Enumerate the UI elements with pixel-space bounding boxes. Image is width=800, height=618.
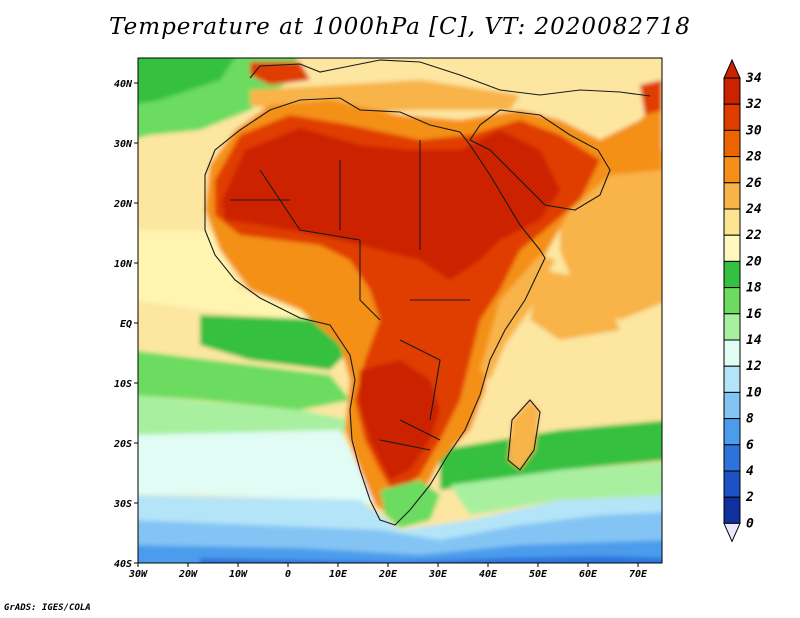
lon-tick-label: 20E <box>378 569 398 580</box>
lon-tick-label: 10W <box>229 569 248 580</box>
lat-tick-label: 10S <box>114 379 132 390</box>
colorbar-label: 14 <box>746 333 762 348</box>
lon-tick-label: 50E <box>529 569 548 580</box>
colorbar-top-arrow <box>723 58 741 79</box>
colorbar-label: 22 <box>745 228 762 243</box>
map-title: Temperature at 1000hPa [C], VT: 20200827… <box>109 14 691 40</box>
colorbar-swatch <box>723 156 741 184</box>
colorbar-label: 34 <box>745 71 762 86</box>
lon-tick-label: 30E <box>428 569 448 580</box>
colorbar-swatch <box>723 313 741 341</box>
lon-tick-label: 70E <box>629 569 648 580</box>
temperature-field <box>138 58 662 563</box>
lon-tick-label: 20W <box>178 569 198 580</box>
lat-tick-label: 30N <box>113 139 133 150</box>
colorbar-label: 10 <box>746 385 762 400</box>
colorbar-label: 30 <box>745 123 762 138</box>
lon-tick-label: 10E <box>329 569 348 580</box>
colorbar-swatch <box>723 339 741 367</box>
colorbar-label: 20 <box>745 254 762 269</box>
colorbar-swatch <box>723 391 741 420</box>
colorbar-swatch <box>723 182 741 210</box>
latitude-axis: 40N 30N 20N 10N EQ 10S 20S 30S 40S <box>113 79 138 570</box>
lat-tick-label: 40S <box>114 559 132 570</box>
colorbar-swatch <box>723 234 741 262</box>
colorbar-swatch <box>723 260 741 289</box>
colorbar-label: 16 <box>746 307 762 322</box>
lon-tick-label: 40E <box>479 569 498 580</box>
lat-tick-label: 20S <box>113 439 132 450</box>
grads-credit: GrADS: IGES/COLA <box>4 603 91 613</box>
lat-tick-label: 10N <box>114 259 133 270</box>
colorbar-label: 18 <box>746 281 762 296</box>
colorbar-label: 2 <box>745 490 754 505</box>
colorbar-label: 4 <box>746 464 754 479</box>
colorbar-swatch <box>723 287 741 315</box>
colorbar-swatch <box>723 365 741 393</box>
lat-tick-label: 40N <box>114 79 133 90</box>
colorbar-swatch <box>723 103 741 131</box>
coastline-borders <box>204 59 651 526</box>
colorbar-swatch <box>723 444 741 472</box>
lat-tick-label: EQ <box>120 319 132 330</box>
colorbar-swatch <box>723 496 741 524</box>
colorbar-swatch <box>723 208 741 236</box>
colorbar-label: 6 <box>746 438 754 453</box>
colorbar-swatch <box>723 470 741 498</box>
longitude-axis: 30W 20W 10W 0 10E 20E 30E 40E 50E 60E 70E <box>128 563 648 580</box>
colorbar-label: 8 <box>746 412 754 427</box>
colorbar-label: 0 <box>746 516 754 531</box>
lat-tick-label: 20N <box>113 199 133 210</box>
colorbar-swatch <box>723 418 741 446</box>
colorbar-label: 26 <box>745 176 762 191</box>
colorbar-label: 24 <box>745 202 762 217</box>
lat-tick-label: 30S <box>113 499 132 510</box>
colorbar-swatch <box>723 77 741 105</box>
colorbar-bottom-arrow <box>723 522 741 543</box>
lon-tick-label: 30W <box>128 569 148 580</box>
colorbar-label: 32 <box>745 97 762 112</box>
lon-tick-label: 60E <box>579 569 598 580</box>
colorbar-label: 28 <box>745 150 762 165</box>
plot-frame <box>137 57 663 564</box>
colorbar-swatch <box>723 129 741 158</box>
lon-tick-label: 0 <box>285 569 291 580</box>
colorbar-label: 12 <box>746 359 762 374</box>
